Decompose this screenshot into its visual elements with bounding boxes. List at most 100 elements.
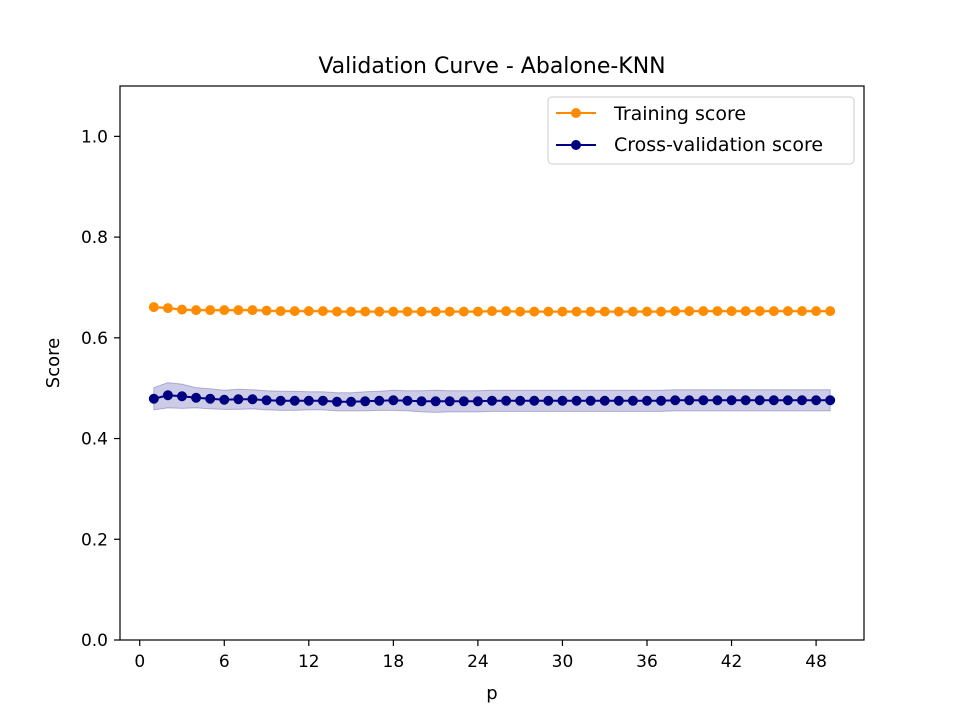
cross-validation-score-point <box>684 395 695 406</box>
legend-label-cross-validation: Cross-validation score <box>614 134 823 156</box>
y-tick-label: 0.8 <box>81 228 108 248</box>
training-score-point <box>458 306 469 317</box>
training-score-point <box>543 306 554 317</box>
cross-validation-score-point <box>585 395 596 406</box>
cross-validation-score-point <box>148 393 159 404</box>
training-score-point <box>162 303 173 314</box>
x-tick-label: 0 <box>134 652 145 672</box>
training-score-point <box>148 302 159 313</box>
cross-validation-score-point <box>557 395 568 406</box>
cross-validation-score-point <box>797 395 807 406</box>
cross-validation-score-point <box>444 396 455 407</box>
x-tick-label: 30 <box>552 652 574 672</box>
training-score-point <box>557 306 568 317</box>
cross-validation-score-point <box>317 395 328 406</box>
training-score-point <box>571 306 582 317</box>
y-tick-label: 0.2 <box>81 530 108 550</box>
legend: Training score Cross-validation score <box>547 96 855 165</box>
cross-validation-score-point <box>191 392 202 403</box>
y-tick-label: 0.4 <box>81 430 108 450</box>
cross-validation-score-point <box>782 395 793 406</box>
cross-validation-score-point <box>374 395 385 406</box>
y-tick-label: 0.6 <box>81 329 108 349</box>
training-score-point <box>261 305 272 316</box>
y-axis-ticks: 0.0 0.2 0.4 0.6 0.8 1.0 <box>81 127 120 651</box>
cross-validation-score-point <box>332 396 342 407</box>
cross-validation-score-point <box>825 395 836 406</box>
cross-validation-score-point <box>205 393 216 404</box>
training-score-point <box>430 306 441 317</box>
cross-validation-score-point <box>458 396 469 407</box>
cross-validation-score-point <box>515 395 526 406</box>
cross-validation-score-point <box>627 395 638 406</box>
legend-marker-training <box>571 108 581 118</box>
training-score-point <box>289 306 300 317</box>
cross-validation-score-point <box>642 395 652 406</box>
training-score-point <box>487 306 497 317</box>
x-tick-label: 48 <box>805 652 827 672</box>
y-axis-label: Score <box>43 338 64 388</box>
cross-validation-score-point <box>501 395 512 406</box>
x-tick-label: 24 <box>467 652 489 672</box>
cross-validation-score-point <box>599 395 610 406</box>
training-score-point <box>768 306 779 317</box>
training-score-point <box>501 306 512 317</box>
x-tick-label: 18 <box>383 652 405 672</box>
training-score-point <box>712 306 723 317</box>
training-score-point <box>416 306 427 317</box>
cross-validation-score-point <box>360 396 371 407</box>
cross-validation-score-point <box>726 395 737 406</box>
training-score-point <box>529 306 540 317</box>
cross-validation-score-point <box>472 396 483 407</box>
training-score-point <box>303 306 314 317</box>
legend-label-training: Training score <box>613 103 746 125</box>
cross-validation-score-point <box>177 391 187 402</box>
cross-validation-score-point <box>275 395 286 406</box>
cross-validation-score-point <box>162 390 173 401</box>
training-score-point <box>177 304 187 315</box>
x-tick-label: 12 <box>298 652 320 672</box>
cross-validation-score-point <box>529 395 540 406</box>
training-score-point <box>444 306 455 317</box>
training-score-point <box>740 306 751 317</box>
training-score-point <box>233 305 244 316</box>
cross-validation-score-point <box>811 395 822 406</box>
cross-validation-score-point <box>754 395 765 406</box>
cross-validation-score-point <box>712 395 723 406</box>
cross-validation-score-point <box>233 394 244 405</box>
cross-validation-score-point <box>430 396 441 407</box>
cross-validation-score-point <box>261 395 272 406</box>
cross-validation-score-point <box>219 394 230 405</box>
series-points <box>148 302 836 407</box>
training-score-point <box>402 306 413 317</box>
training-score-point <box>374 306 385 317</box>
training-score-point <box>346 306 357 317</box>
training-score-point <box>247 305 258 316</box>
cross-validation-score-point <box>613 395 624 406</box>
training-score-point <box>515 306 526 317</box>
training-score-point <box>670 306 681 317</box>
x-tick-label: 6 <box>219 652 230 672</box>
training-score-point <box>275 306 286 317</box>
x-axis-label: p <box>486 683 497 704</box>
cross-validation-score-point <box>670 395 681 406</box>
training-score-point <box>360 306 371 317</box>
plot-frame <box>119 85 865 641</box>
training-score-point <box>642 306 652 317</box>
training-score-point <box>811 306 822 317</box>
chart-title: Validation Curve - Abalone-KNN <box>318 54 665 79</box>
training-score-point <box>656 306 667 317</box>
cross-validation-score-point <box>487 395 497 406</box>
training-score-point <box>585 306 596 317</box>
cross-validation-score-point <box>698 395 709 406</box>
cross-validation-score-point <box>656 395 667 406</box>
training-score-point <box>782 306 793 317</box>
training-score-point <box>317 306 328 317</box>
training-score-point <box>205 305 216 316</box>
x-tick-label: 36 <box>636 652 658 672</box>
training-score-point <box>388 306 399 317</box>
training-score-point <box>613 306 624 317</box>
cross-validation-score-point <box>571 395 582 406</box>
legend-marker-cross-validation <box>571 140 581 150</box>
training-score-point <box>698 306 709 317</box>
